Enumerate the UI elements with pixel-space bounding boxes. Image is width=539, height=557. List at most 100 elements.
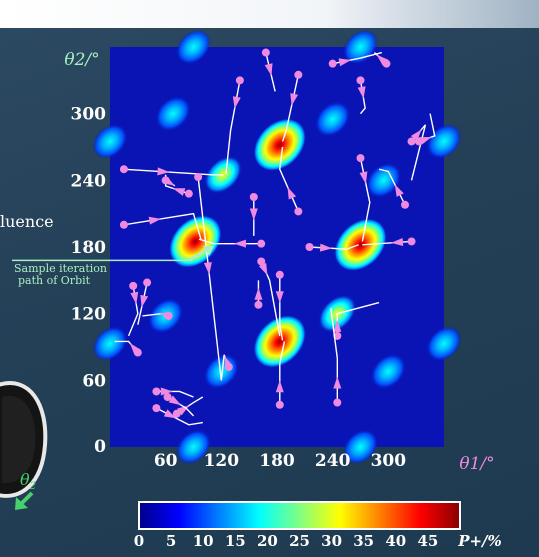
x-tick-label: 240 [315, 451, 351, 471]
orbit-start-dot [333, 398, 342, 407]
y-tick-label: 60 [82, 371, 106, 391]
orbit-arrow [390, 238, 404, 247]
heatmap-peak [342, 429, 379, 465]
orbit-arrow [394, 184, 404, 197]
annotation-arrow-shaft [188, 247, 209, 262]
orbit-arrow [148, 216, 162, 225]
orbit-start-dot [275, 270, 284, 279]
y-axis-label: θ2/° [64, 50, 99, 70]
y-tick-label: 120 [71, 305, 107, 325]
orbit-arrow [258, 262, 268, 276]
x-axis-label: θ1/° [459, 454, 494, 474]
orbit-start-dot [356, 154, 365, 163]
orbit-arrow [203, 262, 212, 275]
orbit-arrow [157, 167, 170, 176]
orbit-arrow [232, 96, 241, 109]
heatmap-peak [253, 315, 307, 368]
x-tick-label: 60 [154, 451, 178, 471]
x-tick-label: 300 [371, 451, 407, 471]
orbit-start-dot [119, 165, 128, 174]
axes: 60 120 180 240 300 60 120 180 240 300 0 θ1/° θ2/° [64, 50, 494, 474]
heatmap-peak [426, 325, 462, 362]
orbit-start-dot [257, 257, 266, 266]
crystal-illustration [0, 381, 48, 498]
orbit-path [281, 74, 300, 142]
orbit-start-dot [254, 300, 263, 309]
heatmap-peak [175, 29, 212, 65]
orbit-arrow [275, 380, 284, 393]
orbit-start-dot [261, 48, 270, 57]
orbit-arrow [129, 342, 141, 355]
orbit-arrow [162, 176, 175, 186]
orbit-arrow [264, 63, 273, 76]
heatmap-peak [314, 101, 351, 137]
orbit-start-dot [401, 200, 410, 209]
orbit-start-dot [129, 281, 138, 290]
heatmap-peak [426, 123, 462, 160]
orbit-arrow [254, 287, 263, 300]
orbit-arrow [140, 294, 149, 308]
orbit-arrow [159, 312, 173, 321]
x-tick-label: 180 [259, 451, 295, 471]
origin-tick-label: 0 [94, 437, 106, 457]
orbit-start-dot [152, 387, 161, 396]
heatmap-peak [334, 218, 387, 272]
heatmap-peak [253, 118, 307, 172]
orbit-arrow [357, 86, 366, 99]
orbit-arrow [419, 136, 432, 145]
annotation-line-1: Sample iteration [14, 262, 108, 275]
orbit-start-dot [235, 76, 244, 85]
orbit-start-dot [152, 404, 161, 413]
orbit-start-dot [407, 137, 416, 146]
theta2-axis-arrow [15, 491, 34, 510]
orbit-arrow [168, 395, 182, 406]
theta2-side-label: θ2 [20, 470, 37, 493]
heatmap-peak [155, 95, 191, 132]
orbit-arrow [233, 239, 246, 248]
orbit-start-dot [305, 243, 314, 251]
annotation-arrow-head [202, 245, 214, 256]
y-tick-label: 300 [71, 105, 107, 125]
orbit-paths [114, 48, 436, 426]
y-tick-label: 240 [71, 171, 107, 191]
x-tick-label: 120 [204, 451, 240, 471]
heatmap-peak [203, 353, 240, 390]
orbit-start-dot [407, 237, 416, 246]
orbit-start-dot [119, 220, 128, 229]
orbit-arrow [376, 54, 389, 66]
heatmap-peak [92, 325, 128, 362]
header-strip [0, 0, 539, 28]
heatmap-peak [370, 353, 407, 390]
orbit-arrow [359, 171, 368, 184]
orbit-start-dot [249, 193, 258, 201]
orbit-start-dot [184, 189, 193, 198]
orbit-path [123, 168, 224, 176]
annotation-line-2: path of Orbit [18, 274, 91, 287]
orbit-start-dot [163, 393, 172, 401]
orbit-arrow [287, 186, 297, 200]
orbit-arrow [163, 409, 177, 419]
orbit-start-dot [294, 207, 303, 216]
heatmap-peak [366, 162, 402, 199]
orbit-start-dot [257, 239, 266, 248]
orbit-arrow [410, 129, 422, 142]
orbit-arrow [130, 291, 139, 305]
orbit-start-dot [356, 76, 365, 85]
orbit-arrow [319, 243, 333, 252]
orbit-start-dot [294, 70, 303, 79]
orbit-arrow [249, 208, 258, 221]
annotation-label: Sample iteration path of Orbit [14, 263, 107, 287]
orbit-start-dot [172, 409, 181, 418]
orbit-arrow [338, 58, 352, 67]
orbit-arrow [275, 291, 284, 304]
orbit-start-dot [194, 173, 203, 181]
orbit-path [197, 176, 223, 381]
orbit-arrow [160, 387, 173, 396]
orbit-path [123, 212, 202, 240]
orbit-start-dot [328, 59, 337, 68]
annotation-group [12, 245, 214, 262]
heatmap-peak [175, 429, 212, 465]
heatmap-peak [92, 123, 128, 160]
orbit-start-dot [143, 278, 152, 287]
